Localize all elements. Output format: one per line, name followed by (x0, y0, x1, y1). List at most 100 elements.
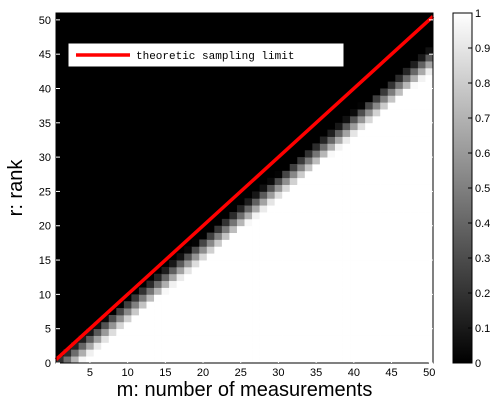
heatmap-cell (221, 342, 230, 350)
heatmap-cell (282, 349, 291, 357)
heatmap-cell (206, 308, 215, 316)
heatmap-cell (236, 308, 245, 316)
heatmap-cell (229, 273, 238, 282)
heatmap-cell (176, 294, 185, 302)
heatmap-cell (176, 335, 185, 343)
heatmap-cell (191, 246, 200, 254)
heatmap-cell (184, 321, 193, 330)
heatmap-cell (350, 232, 358, 240)
heatmap-cell (425, 184, 434, 192)
heatmap-cell (410, 356, 419, 364)
heatmap-cell (395, 163, 404, 172)
heatmap-cell (274, 212, 283, 220)
heatmap-cell (365, 328, 374, 336)
heatmap-cell (282, 232, 291, 240)
heatmap-cell (417, 198, 426, 206)
heatmap-cell (372, 239, 381, 247)
heatmap-cell (312, 321, 321, 330)
heatmap-cell (402, 287, 411, 295)
heatmap-cell (350, 301, 358, 309)
heatmap-cell (425, 266, 434, 275)
heatmap-cell (365, 301, 374, 309)
heatmap-cell (229, 212, 238, 220)
x-tick-label: 40 (348, 367, 360, 379)
heatmap-cell (78, 356, 87, 364)
heatmap-cell (229, 253, 238, 261)
heatmap-cell (259, 198, 268, 206)
heatmap-cell (176, 314, 185, 323)
heatmap-cell (417, 74, 426, 83)
heatmap-cell (297, 232, 306, 240)
heatmap-cell (289, 266, 298, 275)
heatmap-cell (267, 301, 276, 309)
heatmap-cell (282, 335, 291, 343)
heatmap-cell (169, 321, 178, 330)
heatmap-cell (297, 198, 306, 206)
heatmap-cell (357, 109, 366, 117)
heatmap-cell (342, 177, 351, 185)
colorbar-tick-label: 0.1 (475, 323, 490, 335)
heatmap-cell (138, 314, 147, 323)
heatmap-cell (357, 314, 366, 323)
heatmap-cell (312, 314, 321, 323)
heatmap-cell (402, 280, 411, 288)
heatmap-cell (297, 260, 306, 268)
heatmap-cell (244, 225, 253, 234)
heatmap-cell (327, 273, 336, 282)
heatmap-cell (417, 232, 426, 240)
heatmap-cell (161, 280, 170, 288)
heatmap-cell (108, 328, 117, 336)
heatmap-cell (304, 163, 313, 172)
heatmap-cell (417, 163, 426, 172)
heatmap-cell (319, 177, 328, 185)
heatmap-cell (214, 335, 223, 343)
heatmap-cell (297, 239, 306, 247)
heatmap-cell (282, 294, 291, 302)
heatmap-cell (319, 170, 328, 179)
heatmap-cell (191, 356, 200, 364)
heatmap-cell (116, 335, 125, 343)
heatmap-cell (259, 349, 268, 357)
heatmap-cell (350, 253, 358, 261)
heatmap-cell (350, 205, 358, 213)
heatmap-cell (342, 308, 351, 316)
heatmap-cell (146, 301, 155, 309)
heatmap-cell (274, 314, 283, 323)
heatmap-cell (236, 335, 245, 343)
heatmap-cell (289, 177, 298, 185)
heatmap-cell (169, 266, 178, 275)
heatmap-cell (176, 356, 185, 364)
heatmap-cell (410, 95, 419, 103)
heatmap-cell (169, 280, 178, 288)
heatmap-cell (425, 122, 434, 131)
heatmap-cell (312, 328, 321, 336)
heatmap-cell (229, 280, 238, 288)
heatmap-cell (417, 212, 426, 220)
heatmap-cell (395, 335, 404, 343)
heatmap-cell (184, 287, 193, 295)
heatmap-cell (365, 239, 374, 247)
heatmap-cell (372, 260, 381, 268)
heatmap-cell (395, 314, 404, 323)
heatmap-cell (387, 321, 396, 330)
heatmap-cell (380, 246, 389, 254)
heatmap-cell (380, 321, 389, 330)
heatmap-cell (274, 184, 283, 192)
heatmap-cell (334, 287, 343, 295)
heatmap-cell (410, 157, 419, 165)
heatmap-cell (380, 184, 389, 192)
heatmap-cell (327, 205, 336, 213)
heatmap-cell (138, 287, 147, 295)
heatmap-cell (387, 287, 396, 295)
heatmap-cell (380, 273, 389, 282)
heatmap-cell (357, 301, 366, 309)
heatmap-cell (327, 136, 336, 144)
heatmap-cell (387, 163, 396, 172)
heatmap-cell (229, 356, 238, 364)
heatmap-cell (86, 335, 95, 343)
heatmap-cell (402, 102, 411, 110)
heatmap-cell (402, 129, 411, 137)
heatmap-cell (395, 157, 404, 165)
heatmap-cell (146, 335, 155, 343)
heatmap-cell (365, 115, 374, 124)
